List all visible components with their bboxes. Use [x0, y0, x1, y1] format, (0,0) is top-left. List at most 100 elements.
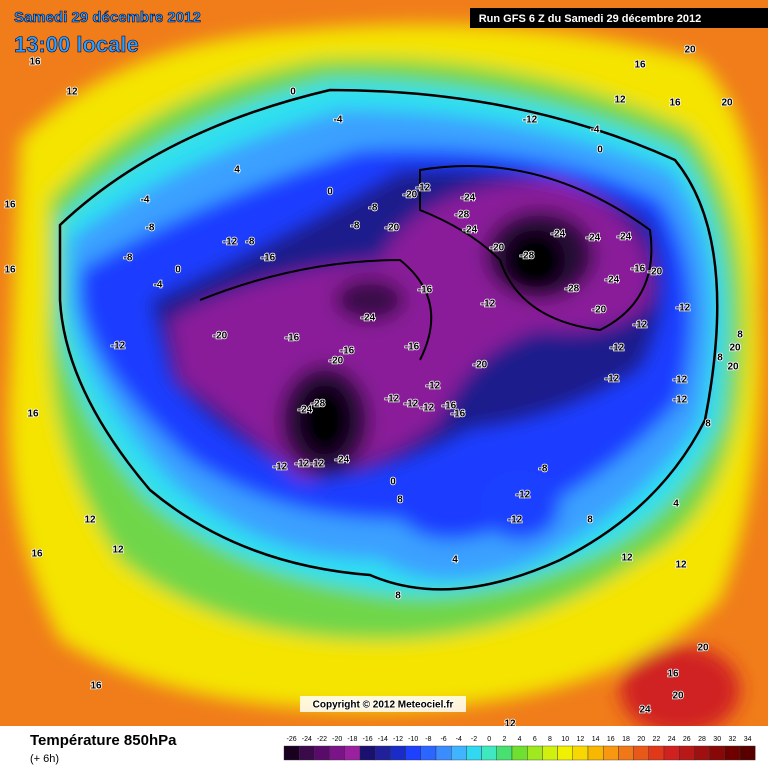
- contour-label: 20: [727, 362, 739, 373]
- contour-label: -24: [586, 233, 601, 244]
- contour-label: -20: [490, 243, 505, 254]
- legend-tick-label: 22: [653, 736, 661, 743]
- legend-tick-label: 32: [729, 736, 737, 743]
- legend-swatch: [511, 745, 528, 761]
- legend-swatch: [390, 745, 406, 761]
- temperature-map: Copyright © 2012 Meteociel.fr 16 12 4 0 -4 -1…: [0, 0, 768, 735]
- legend-tick-label: 2: [502, 736, 506, 743]
- zero-isotherm: [58, 88, 719, 591]
- legend-swatch: [527, 745, 543, 761]
- legend-tick-label: -24: [302, 736, 312, 743]
- contour-label: 16: [31, 549, 43, 560]
- contour-label: -8: [369, 203, 378, 214]
- contour-label: -16: [442, 401, 457, 412]
- contour-label: -12: [516, 490, 531, 501]
- contour-label: 16: [634, 60, 646, 71]
- contour-label: -4: [141, 195, 150, 206]
- legend-swatch: [618, 745, 634, 761]
- contour-label: 16: [4, 200, 16, 211]
- contour-label: -8: [246, 237, 255, 248]
- legend-tick-label: -26: [287, 736, 297, 743]
- contour-label: -20: [473, 360, 488, 371]
- contour-label: -12: [404, 399, 419, 410]
- legend-swatch: [572, 745, 589, 761]
- contour-label: -12: [273, 462, 288, 473]
- contour-label: 12: [112, 545, 124, 556]
- legend-tick-label: -16: [363, 736, 373, 743]
- legend-swatch: [648, 745, 665, 761]
- legend-tick-label: -20: [332, 736, 342, 743]
- temperature-fields: [8, 24, 762, 735]
- contour-label: -12: [426, 381, 441, 392]
- contour-label: -12: [605, 374, 620, 385]
- legend-swatch: [679, 745, 695, 761]
- contour-label: 12: [621, 553, 633, 564]
- contour-label: -16: [285, 333, 300, 344]
- contour-label: -12: [416, 183, 431, 194]
- contour-label: -24: [298, 405, 313, 416]
- copyright: Copyright © 2012 Meteociel.fr: [313, 700, 454, 711]
- contour-label: -12: [111, 341, 126, 352]
- contour-label: 0: [390, 477, 396, 488]
- legend-tick-label: 10: [561, 736, 569, 743]
- legend-swatch: [542, 745, 558, 761]
- contour-label: 20: [729, 343, 741, 354]
- contour-label: -4: [591, 125, 600, 136]
- contour-label: 8: [587, 515, 593, 526]
- contour-label: -28: [520, 251, 535, 262]
- isotherm: [199, 258, 433, 361]
- contour-label: -12: [673, 395, 688, 406]
- legend-swatch: [466, 745, 482, 761]
- contour-label: 12: [84, 515, 96, 526]
- contour-label: 20: [672, 691, 684, 702]
- contour-label: -24: [461, 193, 476, 204]
- contour-label: -16: [418, 285, 433, 296]
- legend-swatch: [739, 745, 756, 761]
- contour-label: -12: [523, 115, 538, 126]
- legend-swatch: [344, 745, 361, 761]
- legend-tick-label: 34: [744, 736, 752, 743]
- contour-label: 0: [175, 265, 181, 276]
- contour-label: -12: [673, 375, 688, 386]
- legend-tick-label: 8: [548, 736, 552, 743]
- contour-label: 12: [614, 95, 626, 106]
- legend-tick-label: 12: [577, 736, 585, 743]
- run-info: Run GFS 6 Z du Samedi 29 décembre 2012: [479, 13, 702, 25]
- contour-label: 16: [669, 98, 681, 109]
- legend-swatch: [496, 745, 513, 761]
- contour-label: 12: [66, 87, 78, 98]
- contour-label: -20: [385, 223, 400, 234]
- legend-swatch: [329, 745, 346, 761]
- legend-tick-label: 18: [622, 736, 630, 743]
- date: Samedi 29 décembre 2012: [14, 9, 201, 26]
- contour-label: -16: [631, 264, 646, 275]
- legend-swatch: [451, 745, 467, 761]
- legend-swatch: [375, 745, 391, 761]
- legend-swatch: [314, 745, 330, 761]
- contour-label: 12: [675, 560, 687, 571]
- legend-tick-label: 30: [713, 736, 721, 743]
- contour-label: -28: [565, 284, 580, 295]
- contour-label: -28: [311, 399, 326, 410]
- legend-swatch: [405, 745, 422, 761]
- contour-label: -24: [335, 455, 350, 466]
- contour-label: -24: [551, 229, 566, 240]
- contour-label: 20: [721, 98, 733, 109]
- contour-label: -20: [592, 305, 607, 316]
- contour-label: -12: [310, 459, 325, 470]
- copyright-box: [300, 696, 466, 712]
- legend-swatch: [709, 745, 725, 761]
- legend-tick-label: -14: [378, 736, 388, 743]
- contour-label: -16: [405, 342, 420, 353]
- legend-swatch: [587, 745, 604, 761]
- contour-label: 8: [395, 591, 401, 602]
- footer-title: Température 850hPa: [30, 732, 177, 749]
- contour-label: 8: [717, 353, 723, 364]
- legend-tick-label: -6: [440, 736, 446, 743]
- contour-label: -16: [261, 253, 276, 264]
- contour-label: -24: [605, 275, 620, 286]
- legend-swatch: [557, 745, 573, 761]
- legend-tick-label: 26: [683, 736, 691, 743]
- contour-label: -4: [154, 280, 163, 291]
